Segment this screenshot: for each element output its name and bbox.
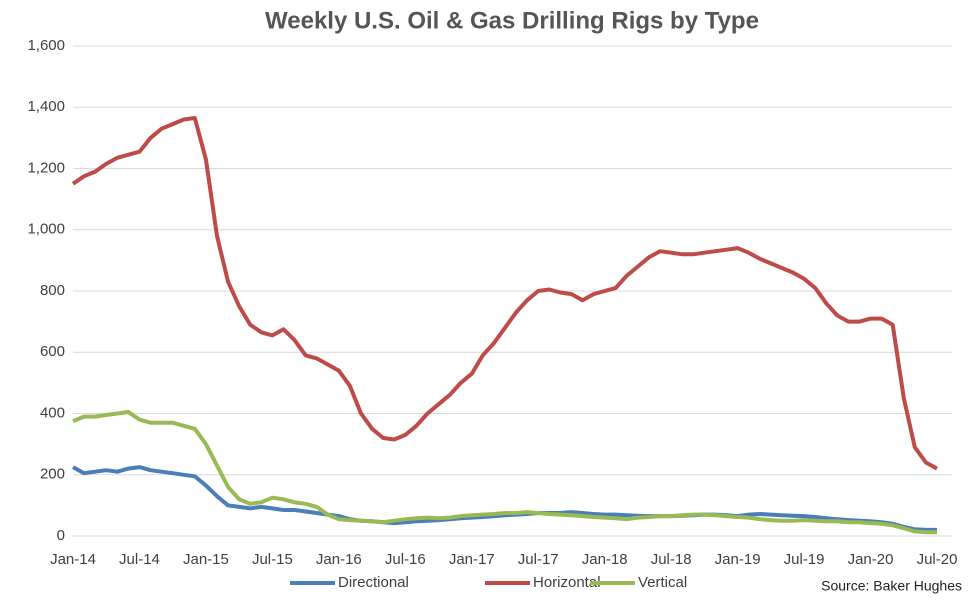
y-tick-label: 1,600 [27, 37, 65, 54]
y-tick-label: 1,200 [27, 159, 65, 176]
legend-label: Vertical [638, 574, 687, 591]
x-tick-label: Jul-17 [518, 551, 559, 568]
y-tick-label: 1,000 [27, 221, 65, 238]
legend-label: Directional [338, 574, 409, 591]
legend-label: Horizontal [533, 574, 601, 591]
y-tick-label: 400 [40, 404, 65, 421]
x-tick-label: Jan-17 [449, 551, 495, 568]
source-note: Source: Baker Hughes [821, 578, 962, 594]
y-tick-label: 0 [57, 527, 65, 544]
series-line [71, 116, 938, 471]
x-tick-label: Jan-16 [316, 551, 362, 568]
x-tick-label: Jul-16 [385, 551, 426, 568]
x-tick-label: Jan-18 [582, 551, 628, 568]
x-tick-label: Jan-14 [50, 551, 96, 568]
y-tick-label: 200 [40, 466, 65, 483]
chart-title: Weekly U.S. Oil & Gas Drilling Rigs by T… [265, 7, 759, 34]
x-tick-label: Jan-20 [848, 551, 894, 568]
y-tick-label: 800 [40, 282, 65, 299]
y-tick-label: 600 [40, 343, 65, 360]
x-tick-label: Jan-19 [715, 551, 761, 568]
x-tick-label: Jul-15 [252, 551, 293, 568]
x-tick-label: Jul-18 [651, 551, 692, 568]
x-tick-label: Jul-20 [917, 551, 958, 568]
x-tick-label: Jul-19 [784, 551, 825, 568]
series-line [72, 465, 937, 532]
x-tick-label: Jan-15 [183, 551, 229, 568]
x-tick-label: Jul-14 [119, 551, 160, 568]
y-tick-label: 1,400 [27, 98, 65, 115]
series-line [72, 410, 937, 535]
